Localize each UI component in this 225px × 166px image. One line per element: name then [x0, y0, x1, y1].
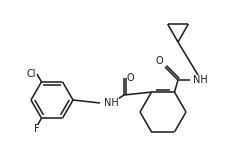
Text: F: F — [34, 124, 40, 134]
Text: NH: NH — [104, 98, 118, 108]
Text: O: O — [155, 56, 162, 66]
Text: Cl: Cl — [26, 69, 36, 79]
Text: NH: NH — [192, 75, 207, 85]
Text: O: O — [126, 73, 134, 83]
